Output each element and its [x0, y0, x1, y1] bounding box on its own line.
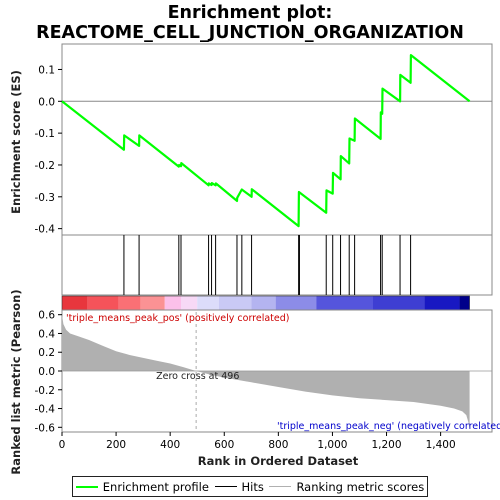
- color-bar-segment: [424, 296, 460, 310]
- metric-y-tick-label: 0.4: [38, 328, 55, 340]
- es-y-tick-label: -0.4: [35, 224, 56, 236]
- color-bar-segment: [140, 296, 165, 310]
- legend-swatch-enrichment: [75, 485, 98, 488]
- metric-y-tick-label: -0.4: [35, 404, 56, 416]
- x-tick-label: 200: [106, 439, 126, 451]
- metric-y-axis-label: Ranked list metric (Pearson): [9, 289, 23, 474]
- legend-item-enrichment: Enrichment profile: [75, 479, 209, 494]
- color-bar-segment: [316, 296, 374, 310]
- es-y-tick-label: -0.2: [35, 160, 56, 172]
- pos-correlated-label: 'triple_means_peak_pos' (positively corr…: [66, 313, 290, 324]
- x-tick-label: 600: [214, 439, 234, 451]
- color-bar-segment: [218, 296, 252, 310]
- neg-correlated-label: 'triple_means_peak_neg' (negatively corr…: [277, 421, 500, 432]
- color-bar-segment: [87, 296, 119, 310]
- metric-y-tick-label: 0.0: [38, 366, 55, 378]
- color-bar-segment: [118, 296, 141, 310]
- es-y-tick-label: 0.0: [38, 96, 55, 108]
- chart-title-line2: REACTOME_CELL_JUNCTION_ORGANIZATION: [36, 23, 464, 43]
- color-bar-segment: [459, 296, 470, 310]
- legend-item-hits: Hits: [214, 479, 264, 494]
- metric-y-tick-label: -0.6: [35, 422, 56, 434]
- ranking-metric-area: [62, 314, 470, 430]
- enrichment-profile-line: [61, 53, 471, 228]
- metric-y-tick-label: 0.2: [38, 347, 55, 359]
- x-tick-label: 1,400: [426, 439, 456, 451]
- x-axis: 0 200 400 600 800 1,000 1,200 1,400: [59, 432, 456, 451]
- legend-label-enrichment: Enrichment profile: [102, 479, 209, 494]
- color-bar-segment: [164, 296, 181, 310]
- zero-cross-label: Zero cross at 496: [156, 371, 239, 382]
- x-tick-label: 400: [160, 439, 180, 451]
- legend-label-hits: Hits: [241, 479, 264, 494]
- color-bar-segment: [180, 296, 198, 310]
- color-bar-segment: [197, 296, 219, 310]
- es-plot-area: [61, 43, 493, 236]
- color-bar-segment: [275, 296, 317, 310]
- legend: Enrichment profile Hits Ranking metric s…: [72, 476, 428, 497]
- x-tick-label: 800: [268, 439, 288, 451]
- es-panel: 0.1 0.0 -0.1 -0.2 -0.3 -0.4: [35, 43, 493, 236]
- legend-label-ranking: Ranking metric scores: [296, 479, 425, 494]
- es-y-axis-label: Enrichment score (ES): [9, 70, 23, 214]
- es-y-tick-label: -0.3: [35, 192, 56, 204]
- metric-y-tick-label: -0.2: [35, 385, 56, 397]
- ranked-metric-panel: 0.6 0.4 0.2 0.0 -0.2 -0.4 -0.6 'triple_means_pe…: [35, 309, 500, 434]
- color-bar-segment: [62, 296, 88, 310]
- legend-swatch-ranking: [269, 486, 292, 487]
- metric-y-tick-label: 0.6: [38, 310, 55, 322]
- x-axis-label: Rank in Ordered Dataset: [198, 454, 359, 468]
- chart-title-line1: Enrichment plot:: [168, 3, 333, 23]
- x-tick-label: 0: [59, 439, 66, 451]
- color-bar-segment: [251, 296, 276, 310]
- legend-item-ranking: Ranking metric scores: [269, 480, 424, 494]
- hits-area: [61, 234, 493, 296]
- x-tick-label: 1,000: [317, 439, 347, 451]
- x-tick-label: 1,200: [371, 439, 401, 451]
- es-y-tick-label: -0.1: [35, 128, 56, 140]
- es-y-tick-label: 0.1: [38, 64, 55, 76]
- legend-swatch-hits: [214, 486, 237, 487]
- hits-panel: [61, 234, 493, 311]
- color-bar-segment: [373, 296, 425, 310]
